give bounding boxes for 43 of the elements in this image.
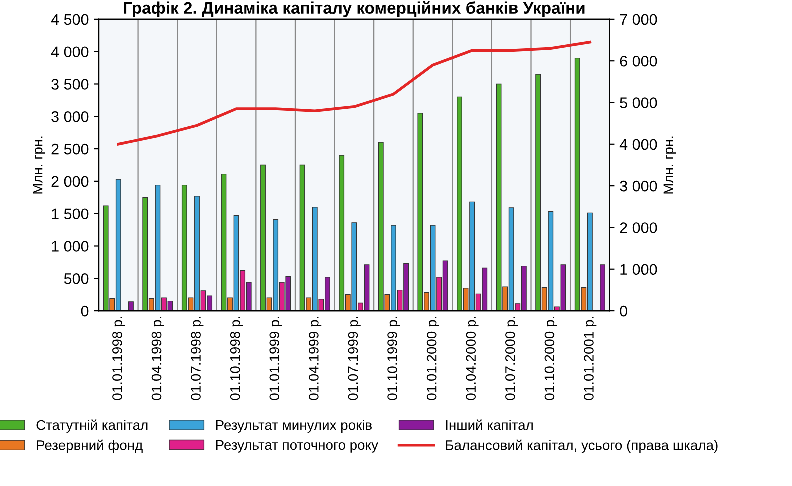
x-tick-label: 01.10.1998 р. (230, 317, 244, 400)
legend-label: Резервний фонд (37, 440, 143, 454)
y2-tick-label: 0 (620, 306, 628, 317)
x-tick-label: 01.04.1998 р. (152, 317, 164, 400)
bar (600, 264, 606, 312)
x-tick-label: 01.01.2001 р. (584, 317, 597, 400)
y-tick-label: 2 500 (52, 144, 89, 155)
x-tick-label: 01.07.2000 р. (505, 317, 518, 400)
x-tick-label: 01.07.1999 р. (348, 317, 361, 400)
legend-label: Інший капітал (446, 420, 533, 430)
y-tick-label: 0 (81, 306, 89, 317)
x-tick-label: 01.04.2000 р. (466, 317, 479, 400)
x-tick-label: 01.01.1999 р. (270, 317, 282, 400)
y-tick-label: 3 500 (52, 79, 89, 90)
y2-tick-label: 1 000 (620, 264, 658, 276)
y-tick-label: 4 500 (51, 14, 89, 26)
line-series (117, 40, 592, 146)
legend-label: Балансовий капітал, усього (права шкала) (446, 440, 718, 454)
y2-tick-label: 5 000 (620, 98, 658, 108)
x-tick-label: 01.01.2000 р. (426, 317, 440, 400)
x-tick-label: 01.01.1998 р. (112, 317, 126, 400)
y-tick-label: 2 000 (52, 176, 89, 188)
y2-tick-label: 4 000 (620, 139, 658, 150)
x-tick-label: 01.10.2000 р. (544, 317, 558, 400)
y2-tick-label: 2 000 (620, 222, 658, 234)
y-axis-title: Млн. грн. (33, 136, 46, 194)
chart-title: Графік 2. Динаміка капіталу комерційних банків України (124, 1, 585, 18)
y2-tick-label: 6 000 (620, 56, 658, 67)
y2-axis-title: Млн. грн. (664, 136, 676, 194)
legend-label: Результат поточного року (216, 440, 378, 453)
y-tick-label: 1 000 (52, 241, 89, 252)
legend-label: Результат минулих років (216, 420, 372, 433)
legend-label: Статутній капітал (36, 420, 148, 433)
y2-tick-label: 7 000 (620, 14, 658, 26)
bar (128, 302, 134, 312)
x-tick-label: 01.10.1999 р. (388, 317, 400, 400)
x-tick-label: 01.04.1999 р. (309, 317, 322, 400)
y-tick-label: 1 500 (52, 208, 89, 220)
y-tick-label: 500 (64, 274, 89, 284)
y-tick-label: 3 000 (52, 112, 89, 122)
y-tick-label: 4 000 (51, 46, 89, 58)
y2-tick-label: 3 000 (620, 180, 658, 192)
x-tick-label: 01.07.1998 р. (191, 317, 204, 400)
